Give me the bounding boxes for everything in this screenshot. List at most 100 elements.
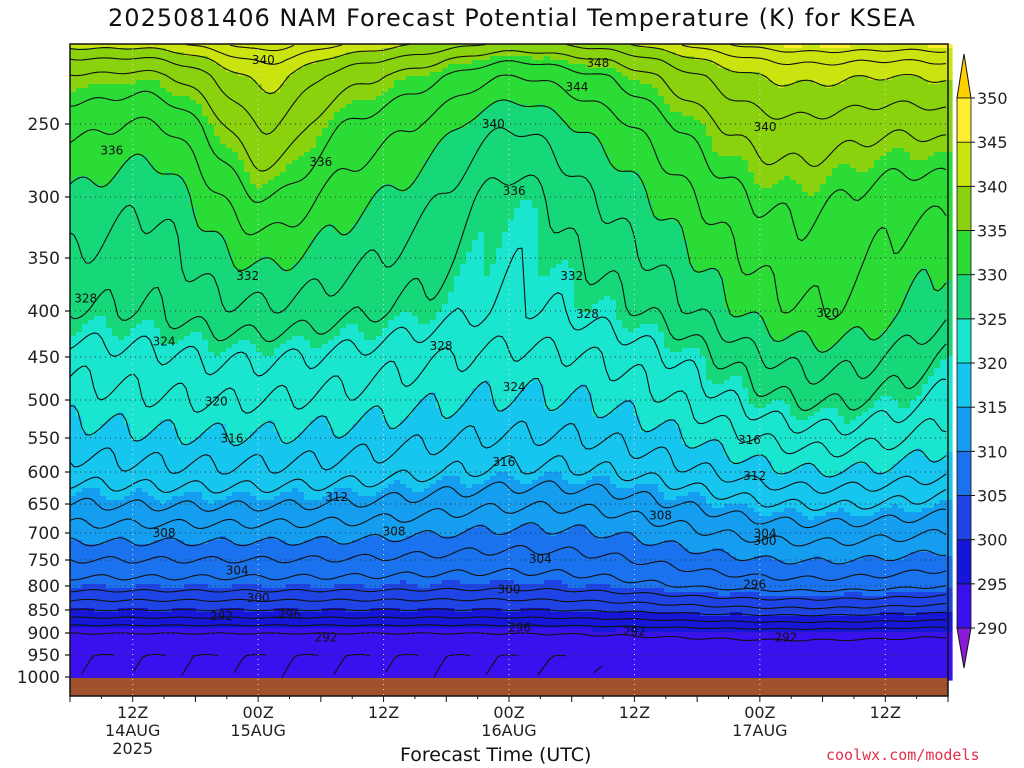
field-cell	[190, 400, 197, 405]
field-cell	[142, 300, 149, 305]
field-cell	[76, 88, 83, 93]
field-cell	[172, 428, 179, 433]
field-cell	[94, 364, 101, 369]
field-cell	[184, 352, 191, 357]
field-cell	[76, 412, 83, 417]
field-cell	[76, 72, 83, 77]
field-cell	[208, 560, 215, 565]
field-cell	[166, 224, 173, 229]
field-cell	[100, 132, 107, 137]
field-cell	[118, 308, 125, 313]
field-cell	[220, 176, 227, 181]
field-cell	[142, 128, 149, 133]
field-cell	[184, 132, 191, 137]
field-cell	[238, 652, 245, 657]
field-cell	[202, 332, 209, 337]
field-cell	[154, 72, 161, 77]
field-cell	[232, 496, 239, 501]
field-cell	[76, 152, 83, 157]
field-cell	[130, 532, 137, 537]
field-cell	[118, 560, 125, 565]
field-cell	[250, 116, 257, 121]
field-cell	[214, 204, 221, 209]
field-cell	[190, 260, 197, 265]
field-cell	[196, 432, 203, 437]
field-cell	[172, 544, 179, 549]
field-cell	[178, 444, 185, 449]
field-cell	[208, 300, 215, 305]
field-cell	[106, 48, 113, 53]
field-cell	[250, 568, 257, 573]
field-cell	[76, 108, 83, 113]
field-cell	[166, 124, 173, 129]
field-cell	[184, 256, 191, 261]
field-cell	[154, 468, 161, 473]
field-cell	[196, 556, 203, 561]
field-cell	[112, 292, 119, 297]
field-cell	[124, 372, 131, 377]
field-cell	[142, 468, 149, 473]
field-cell	[250, 612, 257, 617]
field-cell	[88, 408, 95, 413]
field-cell	[82, 384, 89, 389]
field-cell	[184, 344, 191, 349]
field-cell	[106, 204, 113, 209]
field-cell	[172, 200, 179, 205]
field-cell	[70, 196, 77, 201]
field-cell	[214, 560, 221, 565]
field-cell	[220, 588, 227, 593]
field-cell	[142, 212, 149, 217]
field-cell	[208, 648, 215, 653]
field-cell	[214, 600, 221, 605]
field-cell	[196, 640, 203, 645]
field-cell	[250, 80, 257, 85]
field-cell	[196, 132, 203, 137]
field-cell	[172, 196, 179, 201]
field-cell	[214, 236, 221, 241]
field-cell	[142, 656, 149, 661]
field-cell	[142, 472, 149, 477]
field-cell	[232, 180, 239, 185]
field-cell	[118, 648, 125, 653]
field-cell	[148, 464, 155, 469]
field-cell	[232, 580, 239, 585]
field-cell	[130, 580, 137, 585]
field-cell	[184, 296, 191, 301]
field-cell	[130, 116, 137, 121]
field-cell	[202, 660, 209, 665]
field-cell	[208, 416, 215, 421]
field-cell	[232, 316, 239, 321]
field-cell	[124, 456, 131, 461]
field-cell	[202, 112, 209, 117]
field-cell	[202, 488, 209, 493]
field-cell	[208, 324, 215, 329]
field-cell	[94, 360, 101, 365]
field-cell	[214, 668, 221, 673]
field-cell	[148, 380, 155, 385]
field-cell	[244, 336, 251, 341]
field-cell	[154, 320, 161, 325]
field-cell	[226, 236, 233, 241]
field-cell	[172, 664, 179, 669]
field-cell	[226, 432, 233, 437]
field-cell	[100, 88, 107, 93]
field-cell	[226, 392, 233, 397]
field-cell	[118, 528, 125, 533]
field-cell	[184, 532, 191, 537]
field-cell	[118, 344, 125, 349]
field-cell	[166, 600, 173, 605]
field-cell	[106, 300, 113, 305]
field-cell	[106, 528, 113, 533]
field-cell	[88, 540, 95, 545]
field-cell	[160, 176, 167, 181]
field-cell	[178, 584, 185, 589]
field-cell	[250, 68, 257, 73]
field-cell	[178, 132, 185, 137]
field-cell	[100, 268, 107, 273]
field-cell	[136, 396, 143, 401]
field-cell	[226, 60, 233, 65]
field-cell	[220, 48, 227, 53]
field-cell	[118, 192, 125, 197]
field-cell	[82, 352, 89, 357]
field-cell	[172, 648, 179, 653]
